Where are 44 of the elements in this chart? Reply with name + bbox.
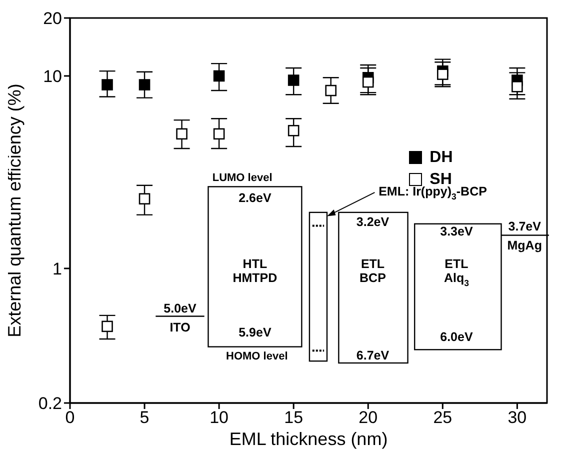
x-tick-label: 20 bbox=[358, 408, 378, 428]
annotation: 2.6eV bbox=[238, 191, 272, 206]
x-tick-label: 30 bbox=[508, 408, 527, 428]
point bbox=[102, 320, 113, 332]
annotation: Alq$_{3}$ bbox=[444, 271, 470, 288]
point bbox=[437, 68, 448, 80]
annotation: 3.7eV bbox=[508, 220, 542, 234]
point bbox=[512, 80, 523, 92]
x-tick-label: 15 bbox=[284, 408, 304, 428]
annotation: ETL bbox=[360, 257, 385, 272]
point bbox=[288, 124, 300, 136]
point bbox=[325, 84, 337, 96]
point bbox=[213, 70, 225, 82]
legend-label: DH bbox=[430, 148, 453, 167]
y-tick-label: 0.2 bbox=[38, 394, 62, 414]
annotation: 5.0eV bbox=[164, 302, 197, 316]
y-tick-label: 1 bbox=[52, 259, 62, 278]
y-tick-label: 20 bbox=[43, 9, 62, 28]
annotation: ITO bbox=[170, 320, 191, 335]
annotation: 3.3eV bbox=[440, 224, 474, 239]
annotation: MgAg bbox=[507, 239, 542, 254]
point bbox=[138, 79, 150, 90]
annotation: HOMO level bbox=[226, 350, 288, 362]
annotation: BCP bbox=[360, 271, 386, 286]
annotation: HMTPD bbox=[232, 271, 278, 286]
annotation: 6.7eV bbox=[356, 348, 390, 363]
annotation: 6.0eV bbox=[440, 330, 474, 344]
annotation: HTL bbox=[242, 257, 268, 272]
point bbox=[288, 74, 300, 86]
y-tick-label: 10 bbox=[43, 66, 62, 86]
point bbox=[102, 79, 113, 90]
annotation: LUMO level bbox=[212, 172, 272, 184]
x-tick-label: 0 bbox=[65, 408, 75, 428]
annotation: 5.9eV bbox=[238, 326, 272, 340]
point bbox=[176, 128, 188, 140]
x-tick-label: 5 bbox=[140, 408, 150, 428]
x-axis-title: EML thickness (nm) bbox=[229, 429, 388, 449]
point bbox=[138, 193, 150, 204]
point bbox=[213, 128, 225, 140]
annotation: ETL bbox=[444, 257, 469, 272]
point bbox=[362, 76, 374, 88]
x-tick-label: 25 bbox=[433, 408, 452, 428]
x-tick-label: 10 bbox=[210, 408, 229, 428]
annotation: 3.2eV bbox=[356, 215, 390, 230]
